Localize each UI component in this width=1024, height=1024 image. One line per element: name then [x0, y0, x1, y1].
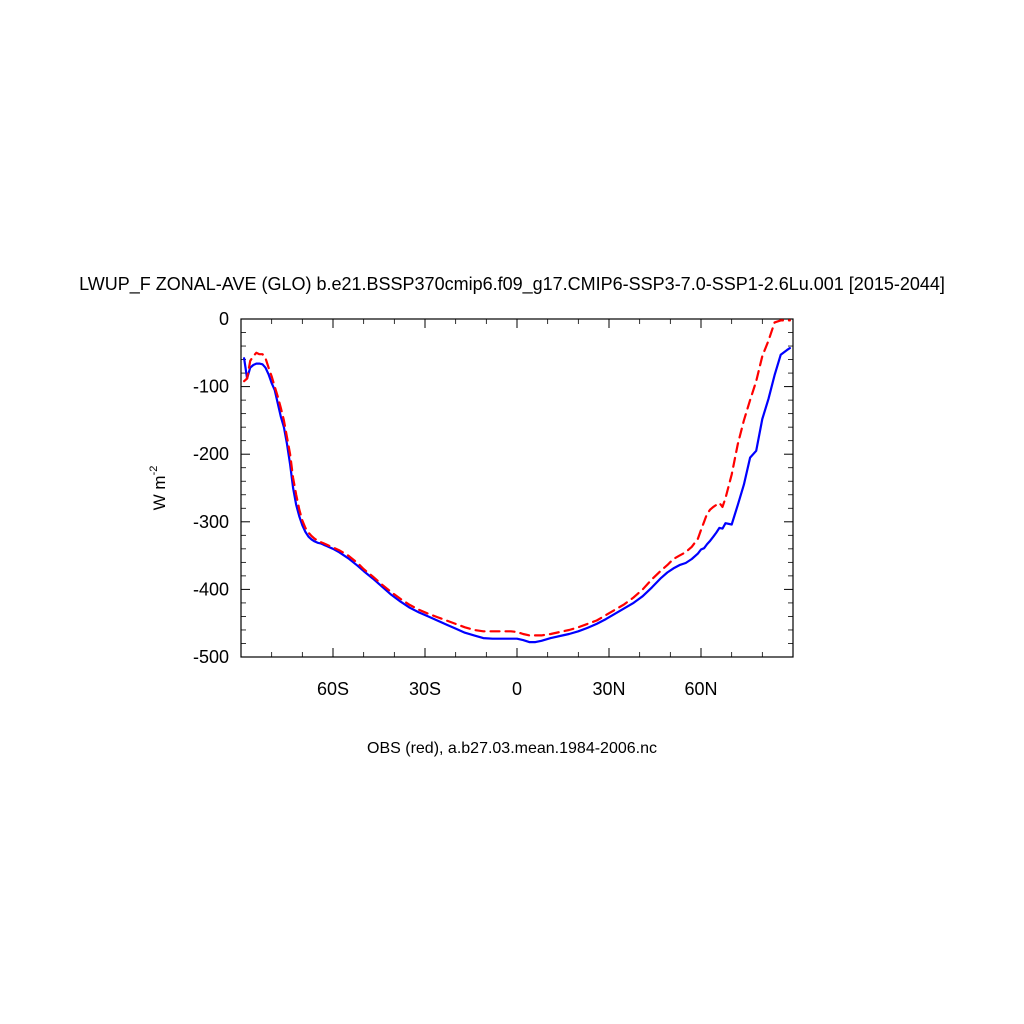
y-axis-label-superscript: -2	[148, 466, 160, 476]
chart-caption: OBS (red), a.b27.03.mean.1984-2006.nc	[367, 740, 657, 757]
x-tick-label: 60N	[684, 679, 717, 699]
y-axis-ticks: 0 -100 -200 -300 -400 -500	[193, 309, 793, 667]
y-tick-label: -300	[193, 512, 229, 532]
y-tick-label: 0	[219, 309, 229, 329]
x-tick-label: 30S	[409, 679, 441, 699]
y-axis-label-text: W m	[150, 475, 169, 510]
y-tick-label: -400	[193, 579, 229, 599]
series-group	[243, 319, 791, 644]
x-tick-label: 30N	[592, 679, 625, 699]
x-axis-ticks: 60S 30S 0 30N 60N	[271, 319, 763, 699]
obs-series-line	[243, 319, 791, 637]
y-tick-label: -500	[193, 647, 229, 667]
model-series-line	[243, 347, 791, 644]
plot-area	[240, 318, 794, 658]
plot-frame	[240, 318, 794, 658]
chart-title: LWUP_F ZONAL-AVE (GLO) b.e21.BSSP370cmip…	[79, 274, 945, 295]
x-tick-label: 0	[512, 679, 522, 699]
y-tick-label: -100	[193, 377, 229, 397]
y-axis-label: W m-2	[148, 466, 169, 511]
x-tick-label: 60S	[317, 679, 349, 699]
y-tick-label: -200	[193, 444, 229, 464]
